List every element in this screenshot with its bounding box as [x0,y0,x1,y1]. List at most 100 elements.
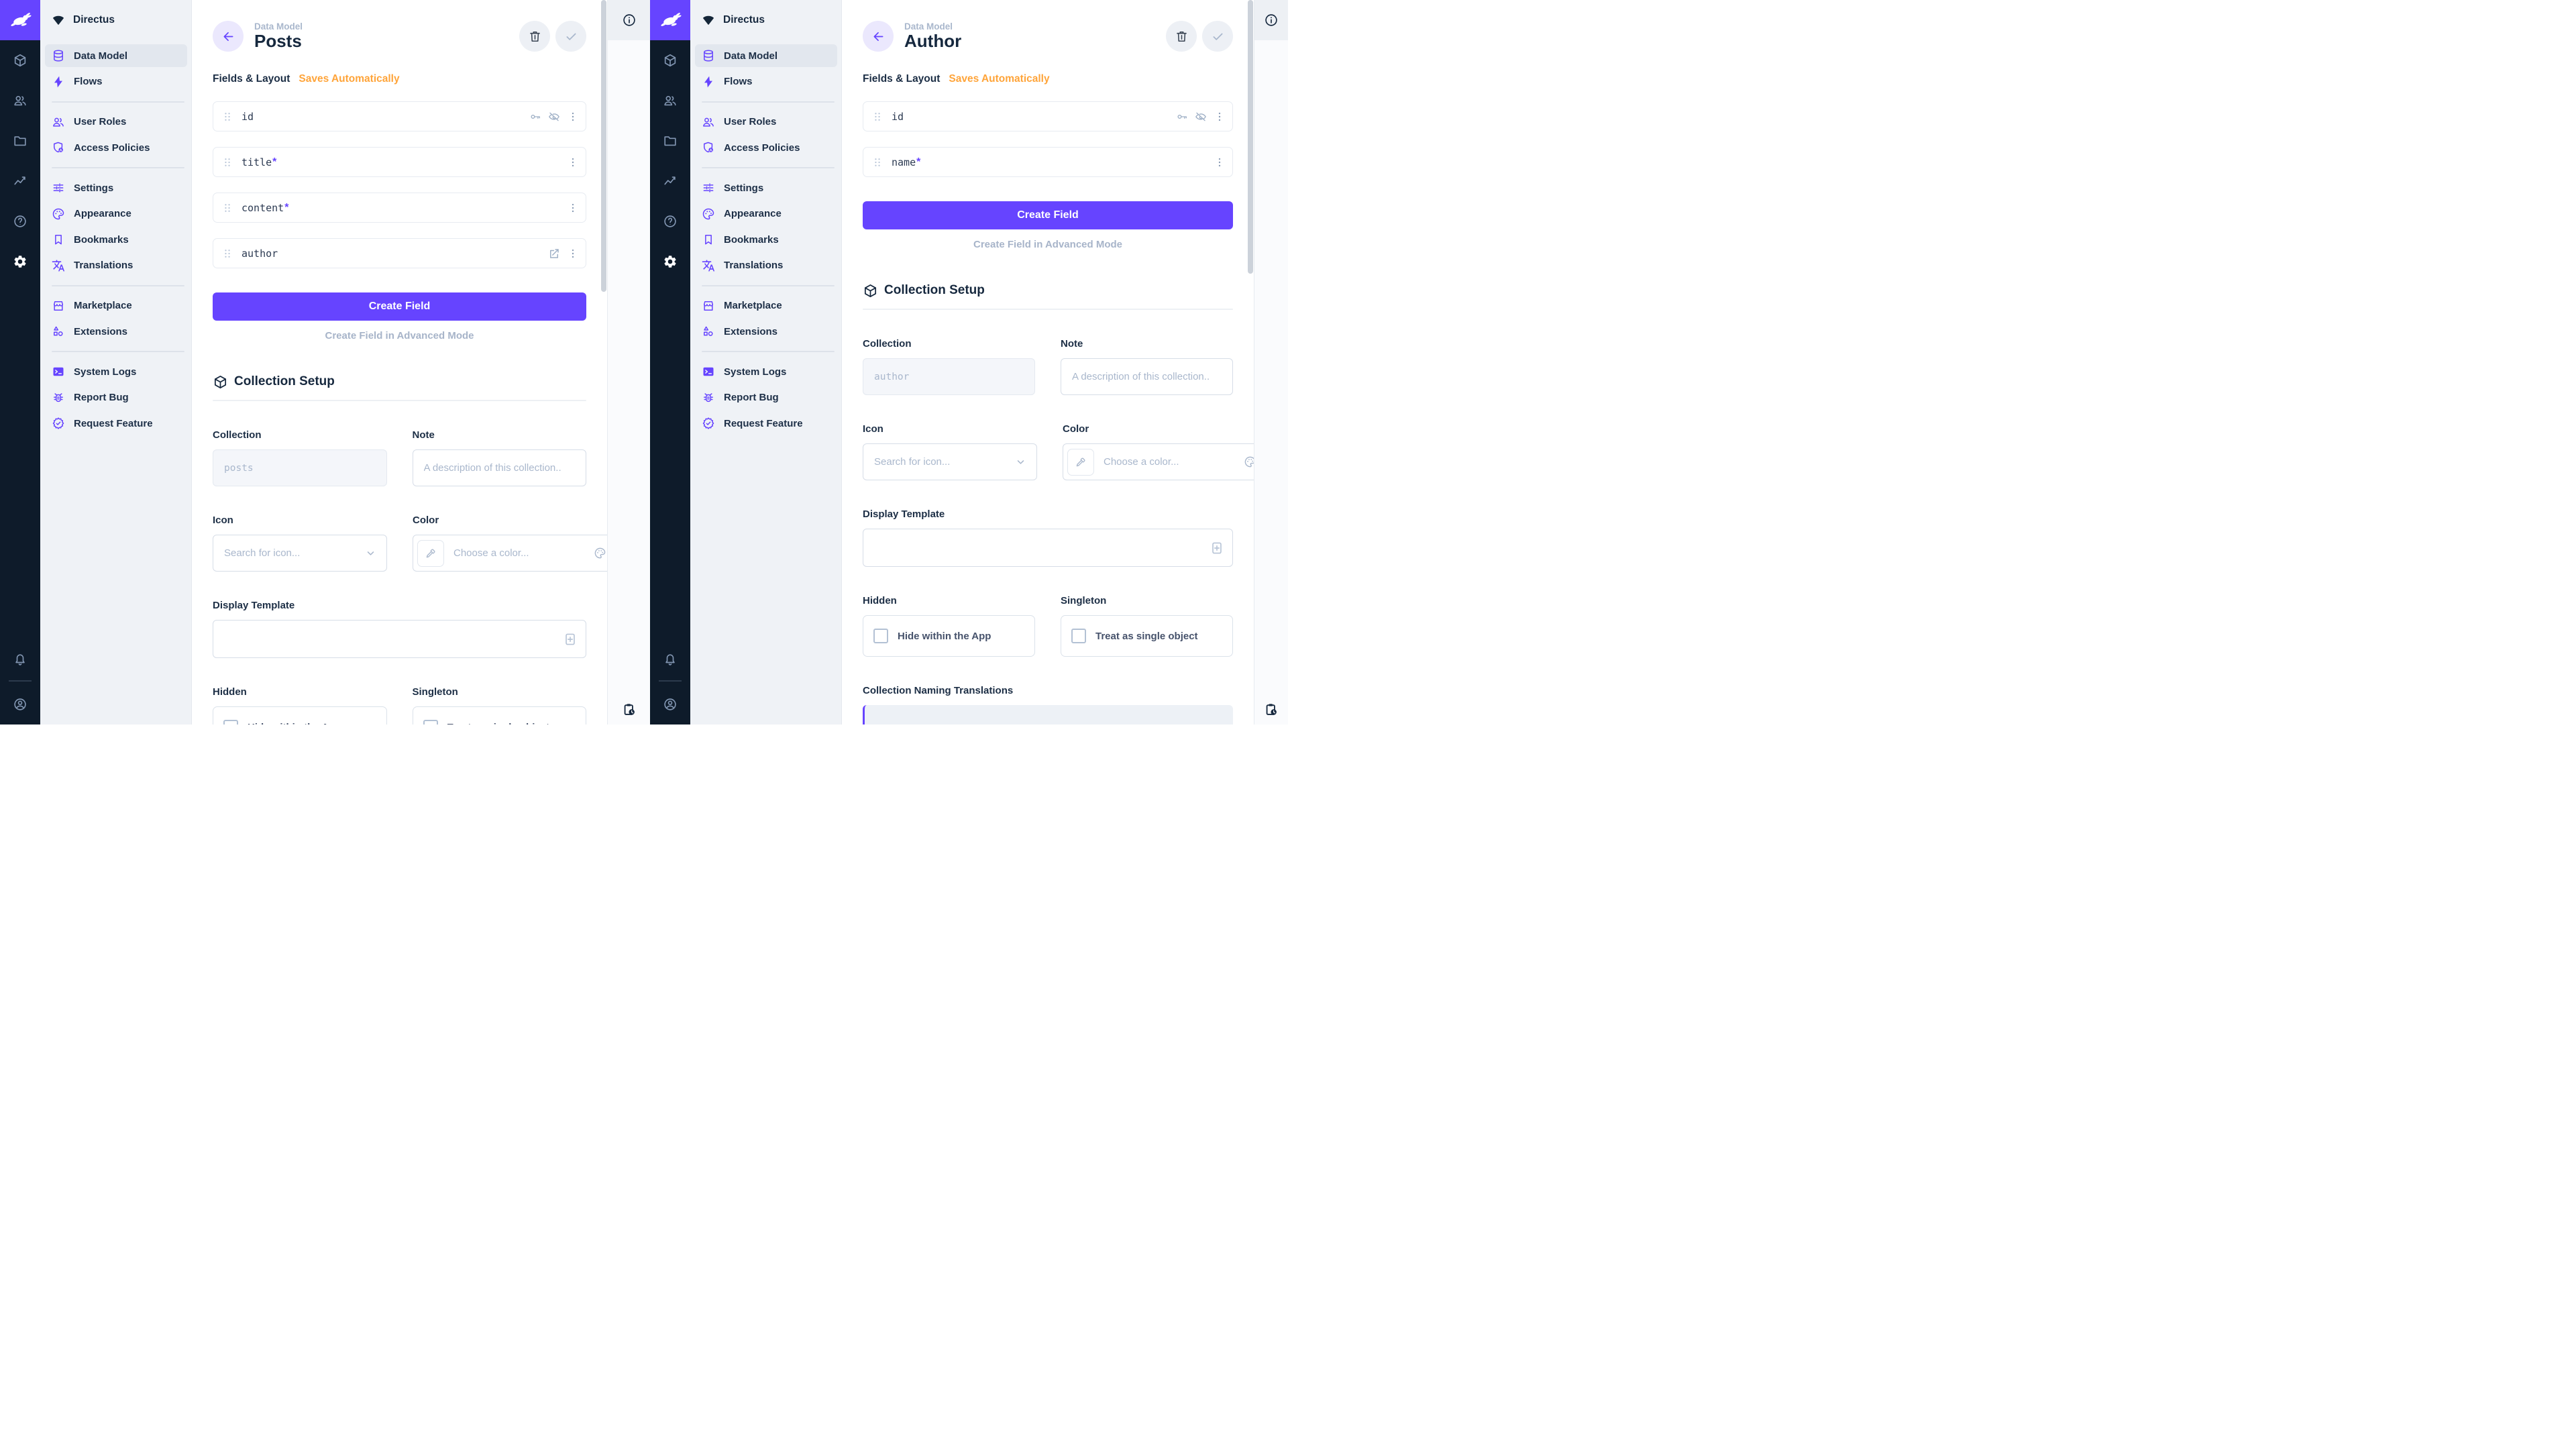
delete-collection-button[interactable] [519,21,550,52]
sidebar-item-data-model[interactable]: Data Model [45,44,187,67]
scrollbar-thumb[interactable] [601,0,606,292]
back-button[interactable] [213,21,244,52]
info-icon[interactable] [622,13,637,28]
color-input[interactable] [452,547,588,559]
add-field-token-icon[interactable] [1210,541,1224,555]
add-field-token-icon[interactable] [563,632,578,647]
sidebar-item-report-bug[interactable]: Report Bug [45,386,187,409]
hidden-checkbox[interactable] [223,720,238,724]
drag-handle-icon[interactable] [871,111,883,123]
sidebar-item-report-bug[interactable]: Report Bug [695,386,837,409]
module-help[interactable] [650,201,690,241]
sidebar-item-system-logs[interactable]: System Logs [45,360,187,383]
sidebar-item-request-feature[interactable]: Request Feature [695,412,837,435]
field-row-id[interactable]: id [863,101,1233,131]
module-files[interactable] [0,121,40,161]
field-row-content[interactable]: content * [213,193,586,223]
field-menu-button[interactable] [567,248,579,260]
sidebar-item-bookmarks[interactable]: Bookmarks [45,228,187,251]
note-input[interactable] [1071,370,1223,383]
module-content[interactable] [0,40,40,80]
sidebar-item-translations[interactable]: Translations [45,254,187,277]
module-content[interactable] [650,40,690,80]
breadcrumb[interactable]: Data Model [904,21,953,32]
sidebar-item-user-roles[interactable]: User Roles [45,111,187,133]
chevron-down-icon[interactable] [1014,455,1027,468]
color-input[interactable] [1102,455,1238,468]
sidebar-item-access-policies[interactable]: Access Policies [695,136,837,159]
module-settings[interactable] [650,241,690,282]
create-field-advanced-link[interactable]: Create Field in Advanced Mode [325,330,474,341]
field-menu-button[interactable] [567,202,579,214]
sidebar-item-access-policies[interactable]: Access Policies [45,136,187,159]
info-icon[interactable] [1264,13,1279,28]
sidebar-item-settings[interactable]: Settings [695,176,837,199]
sidebar-item-system-logs[interactable]: System Logs [695,360,837,383]
user-menu-button[interactable] [0,684,40,724]
sidebar-item-data-model[interactable]: Data Model [695,44,837,67]
color-swatch-button[interactable] [1067,448,1094,476]
save-button[interactable] [555,21,586,52]
user-menu-button[interactable] [650,684,690,724]
sidebar-item-extensions[interactable]: Extensions [45,320,187,343]
sidebar-item-marketplace[interactable]: Marketplace [45,294,187,317]
scrollbar-thumb[interactable] [1248,0,1253,274]
drag-handle-icon[interactable] [871,156,883,168]
sidebar-item-marketplace[interactable]: Marketplace [695,294,837,317]
module-help[interactable] [0,201,40,241]
sidebar-item-appearance[interactable]: Appearance [695,203,837,225]
field-row-author[interactable]: author [213,238,586,268]
field-menu-button[interactable] [567,111,579,123]
icon-search-input[interactable] [223,547,359,559]
delete-collection-button[interactable] [1166,21,1197,52]
sidebar-item-user-roles[interactable]: User Roles [695,111,837,133]
activity-clipboard-icon[interactable] [1264,702,1279,717]
content-scrollbar[interactable] [601,0,607,724]
field-row-name[interactable]: name * [863,147,1233,177]
module-users[interactable] [650,80,690,121]
activity-clipboard-icon[interactable] [622,702,637,717]
display-template-input[interactable] [863,529,1233,567]
module-insights[interactable] [650,161,690,201]
field-row-id[interactable]: id [213,101,586,131]
sidebar-item-appearance[interactable]: Appearance [45,203,187,225]
drag-handle-icon[interactable] [221,248,233,260]
field-menu-button[interactable] [1214,111,1226,123]
field-menu-button[interactable] [567,156,579,168]
sidebar-item-extensions[interactable]: Extensions [695,320,837,343]
directus-logo[interactable] [650,0,690,40]
display-template-input[interactable] [213,620,586,658]
save-button[interactable] [1202,21,1233,52]
chevron-down-icon[interactable] [364,547,377,559]
singleton-checkbox[interactable] [423,720,438,724]
breadcrumb[interactable]: Data Model [254,21,303,32]
module-insights[interactable] [0,161,40,201]
create-field-button[interactable]: Create Field [213,292,586,321]
color-swatch-button[interactable] [417,539,444,567]
sidebar-item-translations[interactable]: Translations [695,254,837,277]
sidebar-item-flows[interactable]: Flows [45,70,187,93]
drag-handle-icon[interactable] [221,202,233,214]
sidebar-item-flows[interactable]: Flows [695,70,837,93]
create-field-button[interactable]: Create Field [863,201,1233,229]
icon-search-input[interactable] [873,455,1009,468]
hidden-checkbox[interactable] [873,629,888,643]
sidebar-item-settings[interactable]: Settings [45,176,187,199]
singleton-checkbox[interactable] [1071,629,1086,643]
module-settings[interactable] [0,241,40,282]
note-input[interactable] [422,462,576,474]
drag-handle-icon[interactable] [221,111,233,123]
sidebar-item-request-feature[interactable]: Request Feature [45,412,187,435]
field-menu-button[interactable] [1214,156,1226,168]
external-link-icon[interactable] [548,248,560,260]
content-scrollbar[interactable] [1248,0,1254,724]
field-row-title[interactable]: title * [213,147,586,177]
notifications-button[interactable] [650,639,690,679]
module-files[interactable] [650,121,690,161]
module-users[interactable] [0,80,40,121]
sidebar-item-bookmarks[interactable]: Bookmarks [695,228,837,251]
create-field-advanced-link[interactable]: Create Field in Advanced Mode [973,239,1122,250]
drag-handle-icon[interactable] [221,156,233,168]
back-button[interactable] [863,21,894,52]
notifications-button[interactable] [0,639,40,679]
